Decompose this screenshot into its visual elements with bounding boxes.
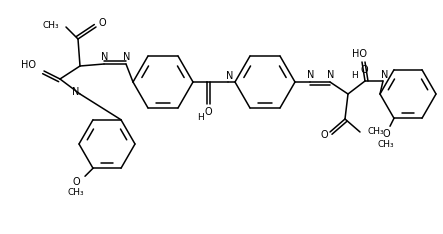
- Text: CH₃: CH₃: [43, 22, 59, 30]
- Text: N: N: [72, 87, 80, 97]
- Text: O: O: [72, 177, 80, 187]
- Text: N: N: [226, 71, 234, 81]
- Text: CH₃: CH₃: [368, 127, 385, 135]
- Text: N: N: [123, 52, 131, 62]
- Text: O: O: [382, 129, 390, 139]
- Text: O: O: [204, 107, 212, 117]
- Text: O: O: [320, 130, 328, 140]
- Text: H: H: [198, 113, 204, 121]
- Text: O: O: [98, 18, 106, 28]
- Text: CH₃: CH₃: [378, 140, 394, 149]
- Text: O: O: [360, 65, 368, 75]
- Text: H: H: [352, 72, 358, 80]
- Text: N: N: [327, 70, 335, 80]
- Text: N: N: [307, 70, 315, 80]
- Text: HO: HO: [21, 60, 36, 70]
- Text: N: N: [381, 70, 389, 80]
- Text: N: N: [101, 52, 109, 62]
- Text: CH₃: CH₃: [68, 188, 84, 197]
- Text: HO: HO: [353, 49, 368, 59]
